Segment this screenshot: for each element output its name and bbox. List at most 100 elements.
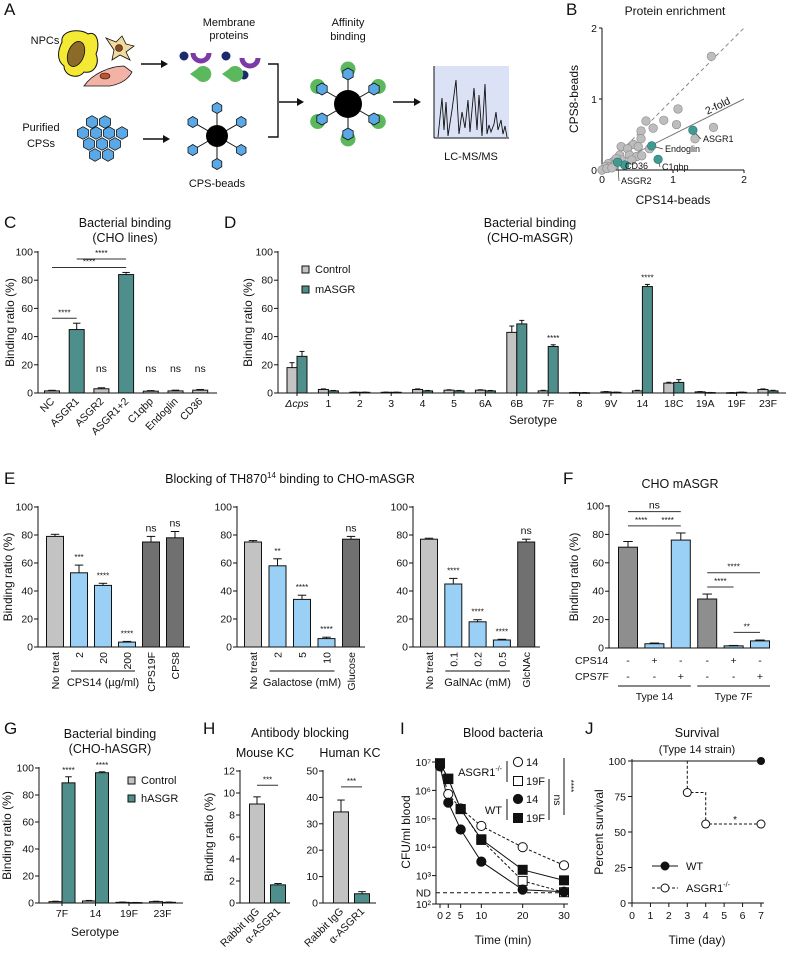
- x-tick-label: 3: [684, 910, 690, 922]
- y-tick-label: 40: [592, 586, 604, 598]
- y-tick-label: 100: [390, 502, 408, 514]
- treatment-sign: -: [653, 671, 657, 683]
- panel-g-bars: 0 20 40 60 80 100 Binding ratio (%) Bacterial b…: [0, 727, 183, 939]
- y-tick-label: 10: [223, 788, 235, 800]
- highlighted-point: [647, 141, 657, 151]
- x-tick-label: 2: [357, 398, 363, 410]
- y-axis-label: Binding ratio (%): [567, 533, 581, 622]
- y-tick-label: 8: [229, 810, 235, 822]
- chart-title: (CHO lines): [92, 231, 157, 245]
- bar: [93, 388, 110, 394]
- group-label: Type 7F: [715, 691, 753, 703]
- y-tick-label: 10⁷: [416, 757, 432, 769]
- bar: [327, 390, 339, 394]
- bar: [663, 382, 675, 394]
- arrow-head-icon: [163, 135, 170, 143]
- x-tick-label: 0.1: [448, 652, 460, 667]
- x-tick-label: 6A: [479, 398, 492, 410]
- square-marker: [435, 758, 445, 769]
- y-tick-label: 4: [229, 854, 235, 866]
- legend-group-label: ASGR1-/-: [458, 766, 503, 779]
- legend-label: 19F: [526, 813, 545, 825]
- x-tick-label: 5: [458, 910, 464, 922]
- treatment-sign: +: [651, 655, 657, 667]
- bar: [670, 539, 691, 649]
- circle-marker: [443, 797, 454, 808]
- legend-label: WT: [686, 861, 703, 873]
- bar: [293, 598, 311, 648]
- x-tick-label: GlcNAc: [521, 652, 533, 688]
- treatment-sign: -: [705, 671, 709, 683]
- significance-label: ****: [96, 761, 108, 770]
- x-tick-label: 23F: [153, 908, 171, 920]
- significance-label: ****: [62, 766, 74, 775]
- y-tick-label: 20: [261, 359, 273, 371]
- arrow-head-icon: [414, 98, 421, 106]
- x-tick-label: 14: [90, 908, 102, 920]
- treatment-label: CPS7F: [575, 671, 609, 683]
- x-tick-label: 10: [475, 910, 487, 922]
- circle-marker: [455, 824, 466, 835]
- y-tick-label: 30: [306, 818, 318, 830]
- treatment-sign: +: [731, 655, 737, 667]
- y-tick-label: 10⁴: [415, 842, 431, 854]
- y-tick-label: 10³: [416, 871, 432, 883]
- bar: [70, 572, 88, 648]
- legend-text: WT: [686, 861, 703, 873]
- x-tick-label: 19F: [728, 398, 746, 410]
- x-tick-label: 30: [558, 910, 570, 922]
- panel-letter: I: [400, 719, 405, 738]
- chart-title: Mouse KC: [236, 746, 294, 760]
- chart-title: Survival: [675, 726, 719, 740]
- purified-cpss-label: CPSs: [27, 138, 56, 150]
- x-tick-label: 5: [721, 910, 727, 922]
- y-tick-label: 60: [396, 558, 408, 570]
- square-marker: [513, 776, 523, 786]
- bar: [286, 367, 298, 394]
- chart-title: Bacterial binding: [484, 216, 576, 230]
- bar: [61, 782, 76, 904]
- x-tick-label: 19A: [696, 398, 715, 410]
- hexagon-icon: [187, 116, 198, 128]
- bar: [484, 390, 496, 394]
- hexagon-icon: [109, 137, 121, 151]
- x-tick-label: 20: [98, 652, 110, 664]
- point-label: C1qbp: [662, 162, 689, 172]
- y-tick-label: 100: [15, 247, 33, 259]
- x-tick-label: 0: [599, 174, 605, 186]
- point-label: CD36: [625, 161, 648, 171]
- data-point: [636, 126, 646, 136]
- square-marker: [517, 875, 528, 886]
- x-tick-label: 4: [703, 910, 709, 922]
- y-tick-label: 0: [27, 388, 33, 400]
- circle-marker: [512, 756, 524, 768]
- data-point: [708, 122, 719, 132]
- panel-letter: E: [4, 469, 15, 488]
- bar: [118, 641, 136, 648]
- circle-marker: [512, 793, 524, 805]
- significance-label: ns: [145, 522, 156, 534]
- significance-label: ns: [96, 363, 107, 375]
- bar: [270, 884, 286, 904]
- open-circle-marker: [701, 819, 711, 829]
- legend-swatch: [127, 776, 136, 785]
- x-tick-label: No treat: [424, 652, 436, 689]
- hexagon-icon: [187, 144, 198, 156]
- x-tick-label: 6: [740, 910, 746, 922]
- bar: [517, 541, 536, 648]
- x-tick-label: CPS19F: [146, 652, 158, 692]
- significance-label: ****: [58, 308, 70, 317]
- data-point: [627, 155, 637, 165]
- y-tick-label: 60: [22, 817, 34, 829]
- y-tick-label: 75: [614, 792, 626, 804]
- hexagon-icon: [211, 102, 223, 114]
- data-point: [671, 119, 682, 130]
- panel-letter: A: [4, 0, 16, 19]
- bar: [453, 390, 465, 394]
- panel-e-cps14-bars: 0 20 40 60 80 100 Binding ratio (%) No treat ***…: [1, 502, 190, 692]
- bar: [697, 598, 718, 649]
- y-tick-label: 60: [21, 558, 33, 570]
- legend-label: hASGR: [141, 793, 178, 805]
- y-tick-label: 100: [214, 502, 232, 514]
- circle-marker: [476, 820, 487, 832]
